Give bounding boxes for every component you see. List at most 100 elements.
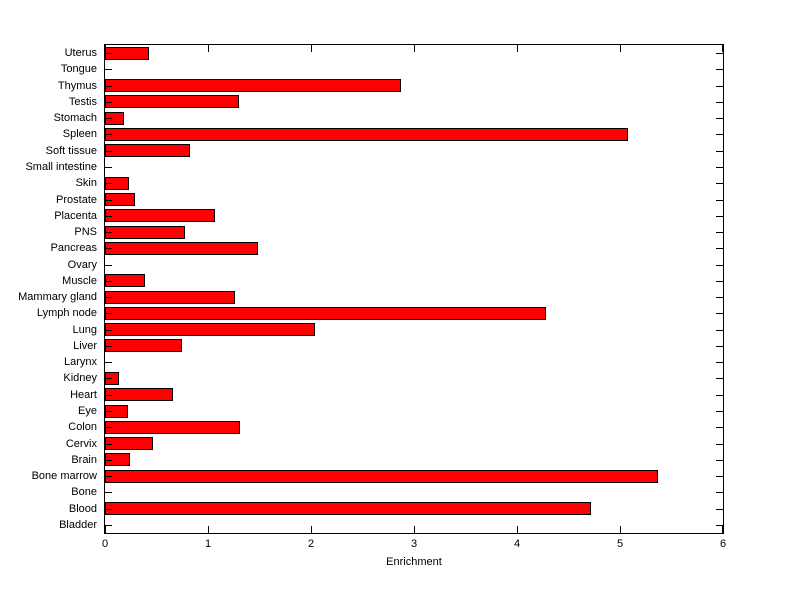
- bar-mammary-gland: [105, 290, 235, 304]
- y-tick-mark: [716, 69, 723, 70]
- y-tick-mark: [716, 200, 723, 201]
- x-tick-mark: [517, 526, 518, 533]
- y-tick-mark: [105, 86, 112, 87]
- y-tick-mark: [716, 378, 723, 379]
- y-tick-mark: [105, 444, 112, 445]
- y-tick-mark: [105, 118, 112, 119]
- y-tick-mark: [105, 232, 112, 233]
- x-tick-mark: [620, 526, 621, 533]
- y-tick-mark: [105, 395, 112, 396]
- y-tick-mark: [716, 167, 723, 168]
- x-tick-mark: [311, 45, 312, 52]
- y-category-label: Uterus: [64, 47, 97, 60]
- y-tick-mark: [105, 216, 112, 217]
- y-tick-mark: [716, 265, 723, 266]
- y-category-label: Liver: [73, 339, 97, 352]
- bar-pancreas: [105, 241, 258, 255]
- y-category-label: Ovary: [67, 258, 97, 271]
- y-category-label: Heart: [70, 388, 97, 401]
- y-category-label: Mammary gland: [18, 291, 97, 304]
- y-category-label: Soft tissue: [45, 144, 97, 157]
- y-tick-mark: [716, 86, 723, 87]
- y-tick-mark: [716, 216, 723, 217]
- bar-soft-tissue: [105, 144, 190, 158]
- y-tick-mark: [716, 492, 723, 493]
- x-tick-mark: [105, 45, 106, 52]
- y-tick-mark: [716, 183, 723, 184]
- y-tick-mark: [716, 118, 723, 119]
- y-category-label: Brain: [71, 453, 97, 466]
- bar-colon: [105, 420, 240, 434]
- y-tick-mark: [716, 151, 723, 152]
- y-category-label: PNS: [74, 226, 97, 239]
- y-tick-mark: [716, 248, 723, 249]
- y-category-label: Colon: [68, 421, 97, 434]
- bar-brain: [105, 453, 130, 467]
- y-category-label: Lymph node: [36, 307, 97, 320]
- bar-lung: [105, 323, 315, 337]
- bar-prostate: [105, 193, 135, 207]
- bar-lymph-node: [105, 306, 546, 320]
- y-tick-mark: [105, 330, 112, 331]
- y-tick-mark: [105, 476, 112, 477]
- x-tick-label: 2: [307, 538, 315, 550]
- x-axis-title: Enrichment: [386, 556, 442, 568]
- y-category-label: Cervix: [65, 437, 97, 450]
- x-tick-mark: [208, 526, 209, 533]
- y-tick-mark: [716, 476, 723, 477]
- y-tick-mark: [716, 362, 723, 363]
- x-tick-mark: [414, 526, 415, 533]
- y-tick-mark: [105, 53, 112, 54]
- y-tick-mark: [716, 53, 723, 54]
- x-tick-label: 1: [204, 538, 212, 550]
- bar-spleen: [105, 127, 628, 141]
- plot-area: [104, 44, 724, 534]
- x-tick-label: 3: [410, 538, 418, 550]
- y-tick-mark: [716, 460, 723, 461]
- y-tick-mark: [105, 509, 112, 510]
- y-tick-mark: [105, 281, 112, 282]
- y-tick-mark: [105, 265, 112, 266]
- y-tick-mark: [716, 395, 723, 396]
- x-tick-label: 4: [513, 538, 521, 550]
- x-tick-mark: [311, 526, 312, 533]
- y-tick-mark: [105, 183, 112, 184]
- y-tick-mark: [105, 151, 112, 152]
- y-category-label: Prostate: [56, 193, 97, 206]
- x-tick-label: 6: [719, 538, 727, 550]
- bar-liver: [105, 339, 182, 353]
- y-tick-mark: [105, 69, 112, 70]
- y-tick-mark: [716, 313, 723, 314]
- y-category-label: Bone: [71, 486, 97, 499]
- y-category-label: Kidney: [63, 372, 97, 385]
- bar-cervix: [105, 437, 153, 451]
- y-category-label: Spleen: [62, 128, 97, 141]
- y-tick-mark: [105, 525, 112, 526]
- x-tick-mark: [414, 45, 415, 52]
- y-tick-mark: [716, 297, 723, 298]
- y-tick-mark: [716, 232, 723, 233]
- y-tick-mark: [105, 492, 112, 493]
- x-tick-mark: [722, 526, 723, 533]
- plot-inner: [105, 45, 723, 533]
- x-tick-label: 0: [101, 538, 109, 550]
- x-tick-mark: [517, 45, 518, 52]
- y-category-label: Larynx: [63, 356, 97, 369]
- bar-testis: [105, 95, 239, 109]
- y-tick-mark: [716, 509, 723, 510]
- bar-blood: [105, 502, 591, 516]
- bar-pns: [105, 225, 185, 239]
- y-tick-mark: [105, 134, 112, 135]
- y-category-label: Testis: [68, 95, 97, 108]
- y-category-label: Muscle: [62, 274, 97, 287]
- y-tick-mark: [105, 346, 112, 347]
- y-tick-mark: [105, 362, 112, 363]
- x-tick-mark: [105, 526, 106, 533]
- bar-bone-marrow: [105, 469, 658, 483]
- x-tick-mark: [620, 45, 621, 52]
- x-tick-mark: [208, 45, 209, 52]
- y-tick-mark: [105, 102, 112, 103]
- y-tick-mark: [716, 346, 723, 347]
- y-category-label: Pancreas: [50, 242, 97, 255]
